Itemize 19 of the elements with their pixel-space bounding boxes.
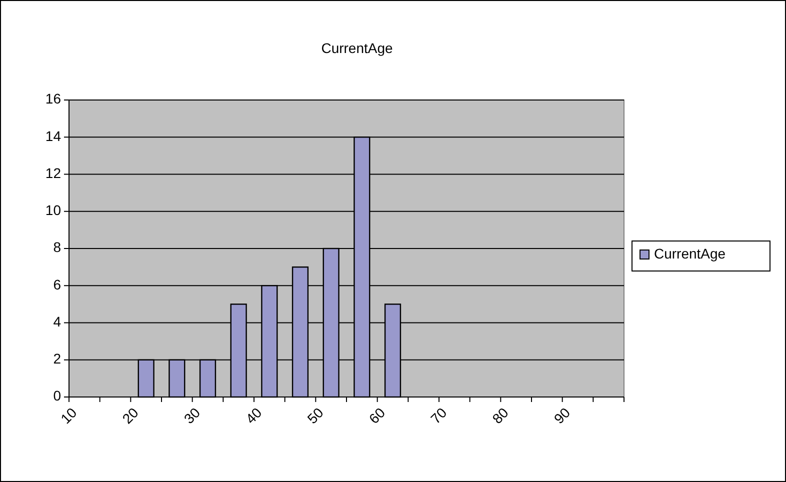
y-tick-label: 8 bbox=[53, 239, 62, 256]
x-tick-label: 80 bbox=[489, 404, 512, 427]
x-tick-label: 40 bbox=[242, 404, 265, 427]
y-tick-label: 16 bbox=[45, 90, 62, 107]
x-tick-label: 70 bbox=[427, 404, 450, 427]
x-tick-label: 90 bbox=[550, 404, 574, 427]
x-tick-label: 20 bbox=[119, 404, 142, 427]
legend-label: CurrentAge bbox=[654, 246, 726, 262]
y-tick-label: 10 bbox=[45, 202, 62, 218]
y-tick-label: 2 bbox=[53, 350, 62, 367]
y-tick-label: 4 bbox=[53, 313, 62, 330]
x-tick-label: 60 bbox=[366, 404, 388, 427]
y-tick-label: 0 bbox=[53, 388, 62, 404]
y-tick-label: 6 bbox=[53, 276, 62, 292]
y-tick-label: 14 bbox=[45, 128, 62, 144]
chart-title: CurrentAge bbox=[321, 40, 394, 56]
x-tick-label: 50 bbox=[304, 404, 327, 427]
x-tick-label: 30 bbox=[180, 404, 204, 427]
y-tick-label: 12 bbox=[45, 164, 62, 181]
